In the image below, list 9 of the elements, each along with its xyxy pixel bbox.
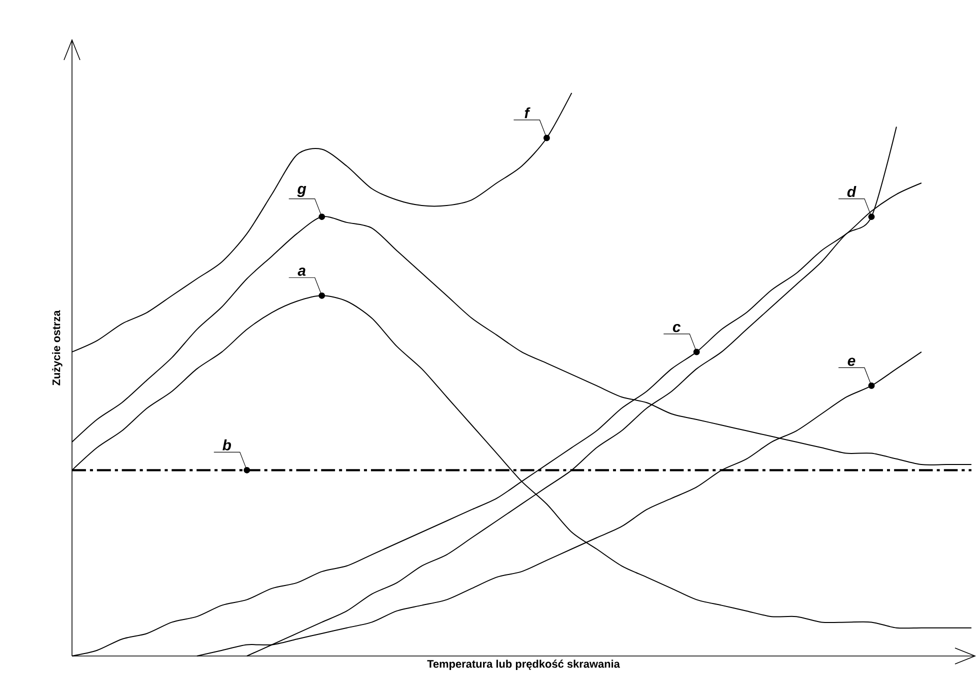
series-label: e [848,358,856,366]
y-axis-title: Zużycie ostrza [52,310,62,386]
series-label: a [298,268,306,276]
series-label: c [672,324,681,332]
series-label: b [222,439,232,450]
series-label: d [847,186,856,198]
x-axis-title: Temperatura lub prędkość skrawania [427,660,620,670]
series-label: g [297,186,306,197]
series-label: f [524,107,530,118]
